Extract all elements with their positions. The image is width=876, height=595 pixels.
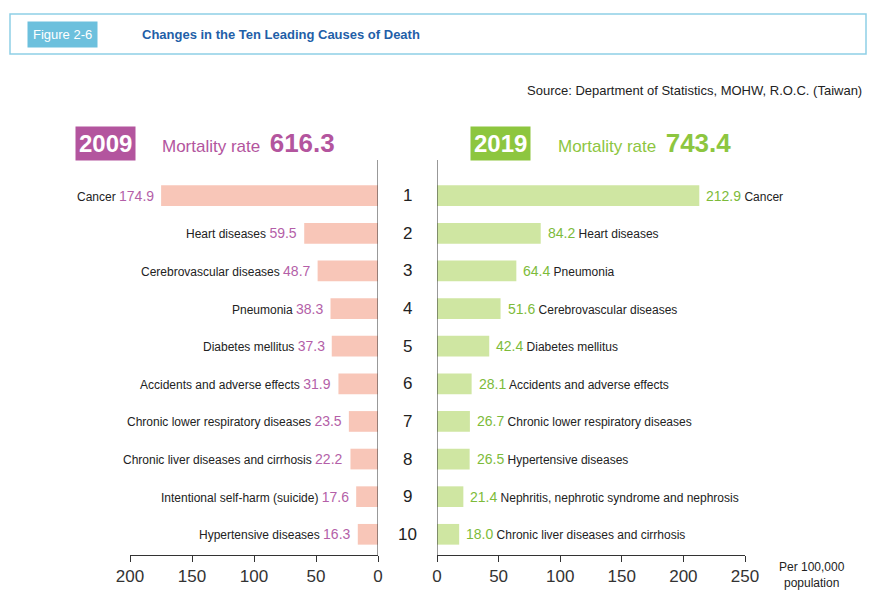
svg-text:26.7 Chronic lower respiratory: 26.7 Chronic lower respiratory diseases	[477, 413, 692, 429]
svg-text:Pneumonia 38.3: Pneumonia 38.3	[232, 301, 324, 317]
svg-text:150: 150	[608, 567, 636, 586]
svg-text:Changes in the Ten Leading Cau: Changes in the Ten Leading Causes of Dea…	[142, 27, 420, 42]
svg-text:18.0 Chronic liver diseases an: 18.0 Chronic liver diseases and cirrhosi…	[466, 526, 685, 542]
svg-text:26.5 Hypertensive diseases: 26.5 Hypertensive diseases	[477, 451, 628, 467]
svg-text:Intentional self-harm (suicide: Intentional self-harm (suicide) 17.6	[161, 489, 349, 505]
svg-text:250: 250	[731, 567, 759, 586]
svg-text:Figure 2-6: Figure 2-6	[33, 27, 92, 42]
svg-text:Cancer 174.9: Cancer 174.9	[77, 188, 154, 204]
svg-text:10: 10	[398, 525, 417, 544]
svg-text:50: 50	[489, 567, 508, 586]
svg-text:8: 8	[403, 450, 412, 469]
svg-text:Chronic liver diseases and cir: Chronic liver diseases and cirrhosis 22.…	[123, 451, 343, 467]
svg-text:0: 0	[373, 567, 382, 586]
svg-text:Mortality rate 616.3: Mortality rate 616.3	[162, 128, 335, 158]
svg-text:212.9 Cancer: 212.9 Cancer	[706, 188, 783, 204]
svg-text:21.4 Nephritis, nephrotic synd: 21.4 Nephritis, nephrotic syndrome and n…	[470, 489, 739, 505]
svg-text:28.1 Accidents and adverse eff: 28.1 Accidents and adverse effects	[479, 376, 669, 392]
svg-text:84.2 Heart diseases: 84.2 Heart diseases	[548, 225, 659, 241]
svg-text:9: 9	[403, 487, 412, 506]
svg-text:7: 7	[403, 412, 412, 431]
svg-text:Heart diseases 59.5: Heart diseases 59.5	[186, 225, 297, 241]
svg-text:0: 0	[432, 567, 441, 586]
svg-text:Mortality rate 743.4: Mortality rate 743.4	[558, 128, 731, 158]
svg-text:4: 4	[403, 299, 412, 318]
svg-text:100: 100	[546, 567, 574, 586]
svg-text:Chronic lower respiratory dise: Chronic lower respiratory diseases 23.5	[127, 413, 342, 429]
svg-text:3: 3	[403, 261, 412, 280]
svg-text:100: 100	[240, 567, 268, 586]
svg-text:Source: Department of Statisti: Source: Department of Statistics, MOHW, …	[527, 83, 862, 98]
svg-text:6: 6	[403, 374, 412, 393]
svg-text:Hypertensive diseases 16.3: Hypertensive diseases 16.3	[199, 526, 351, 542]
svg-text:2009: 2009	[79, 130, 132, 157]
svg-text:2: 2	[403, 224, 412, 243]
svg-text:5: 5	[403, 337, 412, 356]
svg-text:200: 200	[669, 567, 697, 586]
svg-text:150: 150	[178, 567, 206, 586]
svg-text:1: 1	[403, 186, 412, 205]
svg-text:Cerebrovascular diseases 48.7: Cerebrovascular diseases 48.7	[141, 263, 311, 279]
svg-text:50: 50	[307, 567, 326, 586]
svg-text:51.6 Cerebrovascular diseases: 51.6 Cerebrovascular diseases	[508, 301, 677, 317]
svg-text:42.4 Diabetes mellitus: 42.4 Diabetes mellitus	[496, 338, 618, 354]
svg-text:Per 100,000population: Per 100,000population	[779, 560, 845, 590]
svg-text:Accidents and adverse effects: Accidents and adverse effects 31.9	[140, 376, 331, 392]
svg-text:200: 200	[116, 567, 144, 586]
svg-text:2019: 2019	[474, 130, 527, 157]
svg-text:64.4 Pneumonia: 64.4 Pneumonia	[523, 263, 615, 279]
svg-text:Diabetes mellitus 37.3: Diabetes mellitus 37.3	[203, 338, 325, 354]
